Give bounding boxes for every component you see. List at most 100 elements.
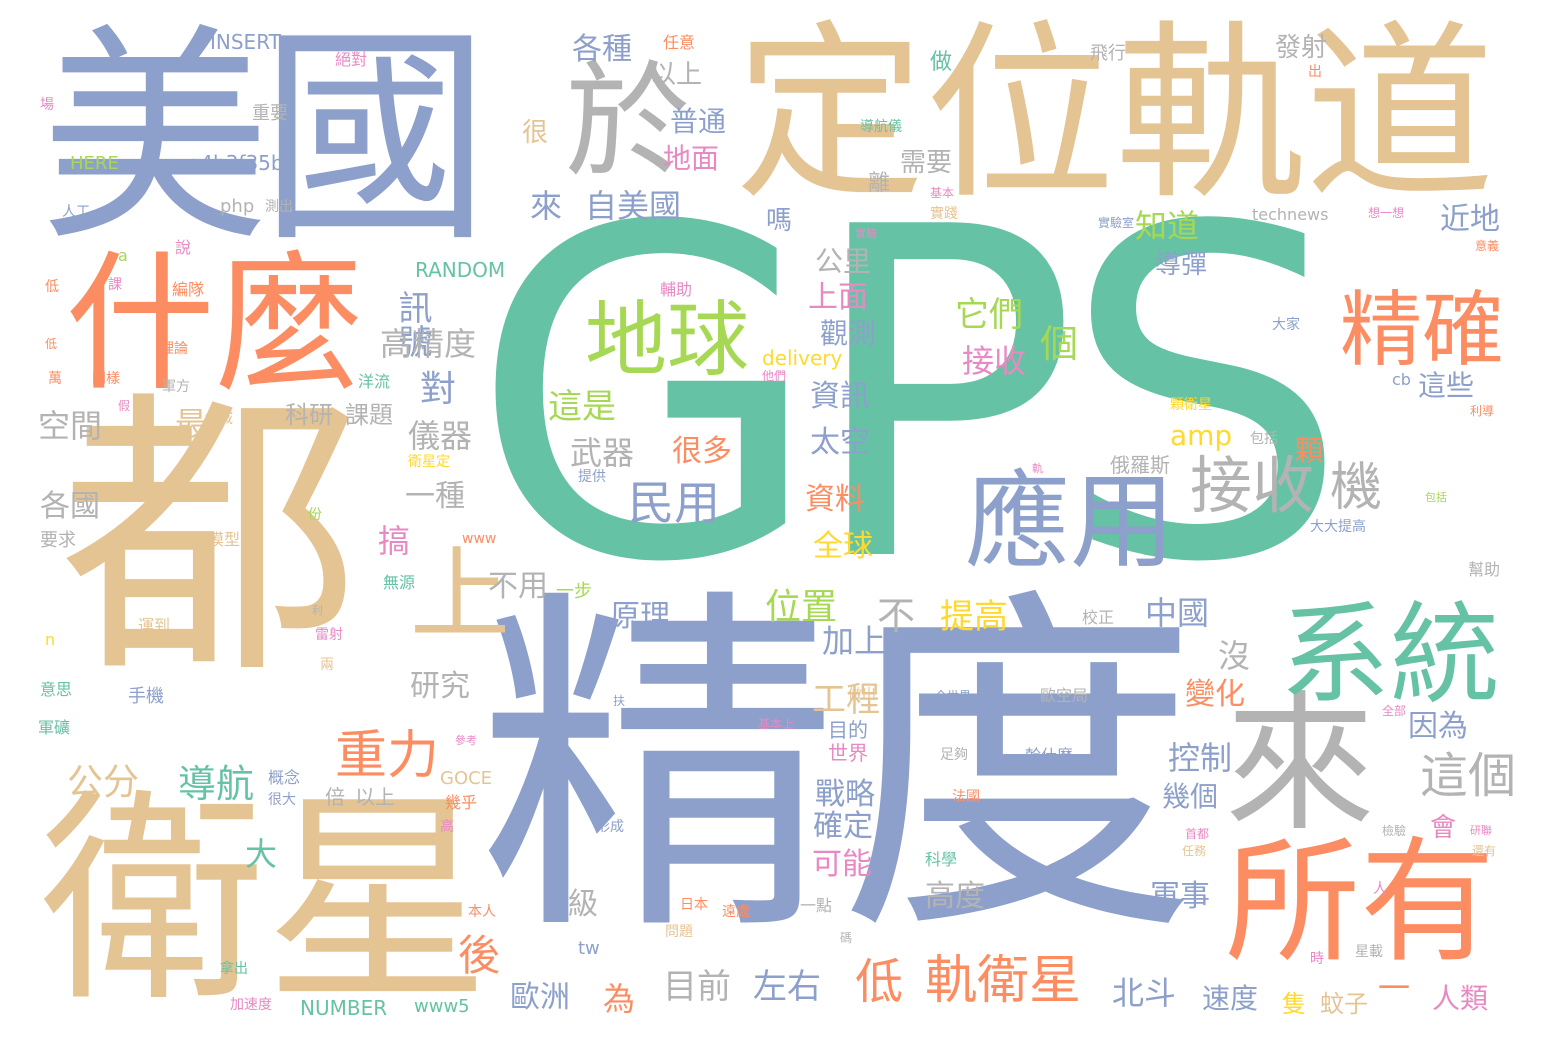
word-yinwei: 因為 — [1408, 709, 1468, 744]
word-hui: 會 — [1430, 813, 1457, 843]
word-ren: 人 — [1373, 881, 1387, 897]
word-shijian: 實踐 — [930, 206, 958, 222]
word-xingcheng: 形成 — [596, 819, 624, 835]
word-a: a — [118, 246, 128, 265]
word-ke: 顆 — [1295, 434, 1324, 467]
word-hash: a4b3f35b — [188, 151, 284, 175]
word-random: RANDOM — [415, 258, 506, 282]
word-shouji: 手機 — [128, 686, 164, 707]
word-juedui: 絕對 — [335, 50, 368, 69]
word-jiasudu: 加速度 — [230, 997, 272, 1013]
word-delivery: delivery — [762, 346, 843, 370]
word-keweixing: 顆衛星 — [1170, 397, 1212, 413]
word-feixing: 飛行 — [1090, 43, 1126, 64]
word-insert: INSERT — [210, 30, 281, 54]
word-xunhao: 訊號 — [392, 290, 432, 358]
word-ouzhou: 歐洲 — [510, 980, 570, 1015]
word-kongjian: 空間 — [38, 407, 103, 445]
word-yu: 於 — [565, 50, 690, 195]
word-ma2: 碼 — [840, 931, 853, 945]
word-ganshenme: 幹什麼 — [1025, 746, 1074, 765]
word-zuochu: 做出 — [848, 687, 876, 703]
word-hen: 很 — [522, 118, 549, 148]
word-zimeiguo: 自美國 — [585, 187, 682, 225]
word-henduo: 很多 — [672, 434, 732, 469]
word-gao2: 高 — [440, 819, 454, 835]
word-yingyong: 應用 — [965, 461, 1176, 583]
word-kexue: 科學 — [925, 850, 958, 869]
word-shijie: 世界 — [828, 741, 868, 765]
word-yanlian: 研聯 — [1470, 824, 1492, 837]
word-quanqiu: 全球 — [813, 529, 873, 564]
word-gongli: 公里 — [815, 245, 872, 278]
word-jindi: 近地 — [1440, 202, 1500, 237]
word-quanshijie: 全世界 — [935, 689, 972, 703]
word-jihu: 幾乎 — [445, 793, 478, 812]
word-fen: 份 — [308, 507, 322, 523]
word-zhongyao: 重要 — [252, 103, 288, 124]
word-shi: 時 — [1310, 951, 1324, 967]
word-zhidao: 知道 — [1135, 207, 1200, 245]
word-jianyan: 檢驗 — [1382, 824, 1407, 838]
word-technews: technews — [1252, 205, 1329, 224]
word-weizhi: 位置 — [765, 587, 838, 628]
word-biandui: 編隊 — [172, 280, 205, 299]
word-here: HERE — [70, 153, 119, 174]
word-wuyuan: 無源 — [383, 573, 416, 592]
word-xingzai: 星載 — [1355, 944, 1383, 960]
word-gongcheng: 工程 — [812, 680, 880, 720]
word-yizhong: 一種 — [405, 479, 465, 514]
word-zhongli: 重力 — [335, 726, 440, 786]
word-zhexie: 這些 — [1418, 369, 1475, 402]
word-mei: 沒 — [1218, 637, 1251, 675]
word-yisi: 意思 — [40, 680, 73, 699]
word-dajia: 大家 — [1272, 317, 1300, 333]
word-tigong: 提供 — [578, 469, 606, 485]
word-wei: 為 — [603, 980, 636, 1018]
word-shiyan: 實驗 — [855, 227, 877, 240]
word-di3: 低 — [45, 337, 58, 351]
word-da: 大 — [245, 835, 278, 873]
word-baokuo2: 包括 — [1425, 491, 1447, 504]
word-fu: 扶 — [613, 694, 626, 708]
word-xiangyixiang: 想一想 — [1368, 206, 1405, 220]
word-di: 低 — [855, 954, 904, 1010]
word-ziliao: 資料 — [805, 482, 865, 517]
word-jiashang: 加上 — [822, 622, 887, 660]
word-jieshou: 接收 — [1190, 449, 1315, 522]
word-zhi: 隻 — [1282, 990, 1306, 1018]
word-yi: 一 — [1378, 969, 1411, 1007]
word-junshi: 軍事 — [1150, 879, 1210, 914]
word-dui: 對 — [420, 369, 457, 410]
word-php: php — [220, 196, 255, 217]
word-faguo: 法國 — [952, 789, 980, 805]
word-zugou: 足夠 — [940, 747, 968, 763]
word-bu: 不 — [877, 594, 916, 638]
word-moxing: 模型 — [208, 530, 241, 549]
word-gaodu: 高度 — [925, 879, 985, 914]
word-quanbu: 全部 — [1382, 704, 1407, 718]
word-number: NUMBER — [300, 996, 388, 1020]
word-lai: 來 — [1225, 678, 1376, 852]
word-cb: cb — [1392, 370, 1411, 389]
word-fashe: 發射 — [1275, 33, 1328, 63]
word-cankao: 參考 — [455, 734, 477, 747]
word-daohangyi: 導航儀 — [860, 119, 902, 135]
word-fuzhu: 輔助 — [660, 280, 693, 299]
word-di2: 低 — [45, 279, 59, 295]
word-weixingding: 衛星定 — [408, 454, 450, 470]
word-muqian: 目前 — [663, 967, 731, 1007]
word-yishang: 以上 — [650, 60, 703, 90]
word-lai2: 來 — [530, 187, 563, 225]
word-daodan: 導彈 — [1155, 250, 1208, 280]
word-queding: 確定 — [813, 809, 873, 844]
word-gps: GPS — [470, 133, 1350, 662]
word-jia: 假 — [118, 399, 131, 413]
word-meiguo: 美國 — [40, 6, 490, 273]
word-ma: 嗎 — [766, 206, 793, 236]
word-jige: 幾個 — [1162, 780, 1219, 813]
word-jingque: 精確 — [1340, 283, 1505, 378]
word-cechu: 測出 — [265, 199, 293, 215]
word-gainian: 概念 — [268, 768, 301, 787]
